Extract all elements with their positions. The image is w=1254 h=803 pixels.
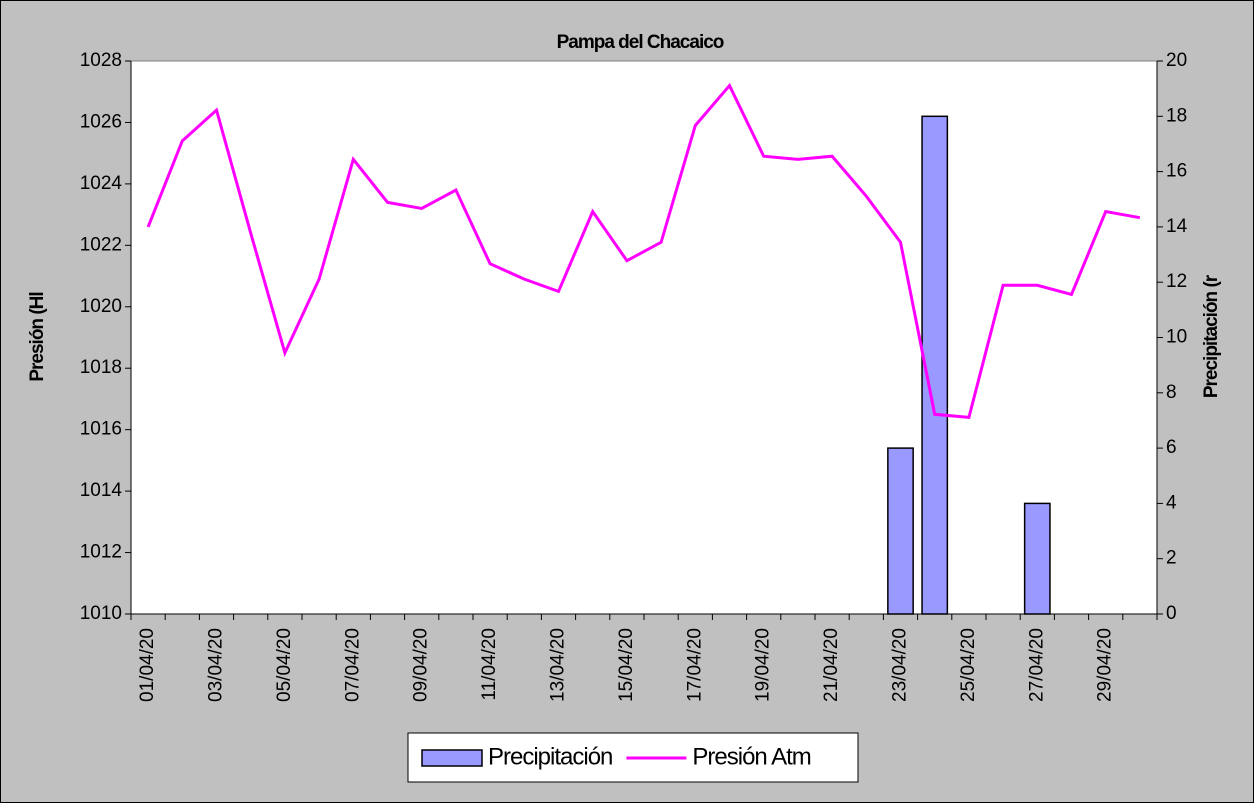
x-tick-label: 21/04/20	[821, 628, 842, 702]
x-tick-label: 25/04/20	[958, 628, 979, 702]
x-tick-label: 19/04/20	[753, 628, 774, 702]
y-tick-label: 1020	[80, 296, 122, 317]
y2-tick-label: 18	[1166, 105, 1187, 126]
y-tick-label: 1026	[80, 111, 122, 132]
chart-title: Pampa del Chacaico	[557, 32, 724, 53]
y-tick-label: 1028	[80, 50, 122, 71]
y-tick-label: 1012	[80, 542, 122, 563]
x-tick-label: 03/04/20	[206, 628, 227, 702]
x-tick-label: 23/04/20	[890, 628, 911, 702]
bar	[1023, 502, 1051, 615]
y2-tick-label: 0	[1166, 603, 1177, 624]
y2-tick-label: 4	[1166, 492, 1177, 513]
x-tick-label: 11/04/20	[479, 628, 500, 701]
legend-label: Presión Atm	[692, 743, 810, 770]
y2-tick-label: 16	[1166, 161, 1187, 182]
legend-label: Precipitación	[488, 743, 612, 770]
x-tick-label: 29/04/20	[1095, 628, 1116, 702]
y-tick-label: 1022	[80, 234, 122, 255]
x-tick-label: 15/04/20	[616, 628, 637, 702]
y-axis-title: Presión (Hl	[27, 292, 48, 381]
bar	[887, 447, 914, 615]
y2-tick-label: 10	[1166, 327, 1187, 348]
y-tick-label: 1010	[80, 603, 122, 624]
line	[146, 82, 1141, 419]
y2-tick-label: 12	[1166, 271, 1187, 292]
x-tick-label: 05/04/20	[274, 628, 295, 702]
x-tick-label: 13/04/20	[548, 628, 569, 702]
plot-area	[130, 60, 1158, 615]
y2-tick-label: 20	[1166, 50, 1187, 71]
y2-tick-label: 14	[1166, 216, 1188, 237]
y2-tick-label: 6	[1166, 437, 1177, 458]
x-tick-label: 27/04/20	[1026, 628, 1047, 702]
y-tick-label: 1018	[80, 357, 122, 378]
x-tick-label: 17/04/20	[684, 628, 705, 702]
y2-axis-title: Precipitación (r	[1201, 274, 1222, 398]
y-tick-label: 1016	[80, 419, 122, 440]
y-tick-label: 1014	[80, 480, 123, 501]
x-tick-label: 01/04/20	[137, 628, 158, 702]
legend-swatch	[421, 749, 483, 767]
y2-tick-label: 2	[1166, 548, 1177, 569]
x-tick-label: 07/04/20	[342, 628, 363, 702]
y2-tick-label: 8	[1166, 382, 1177, 403]
y-tick-label: 1024	[80, 173, 123, 194]
x-tick-label: 09/04/20	[411, 628, 432, 702]
